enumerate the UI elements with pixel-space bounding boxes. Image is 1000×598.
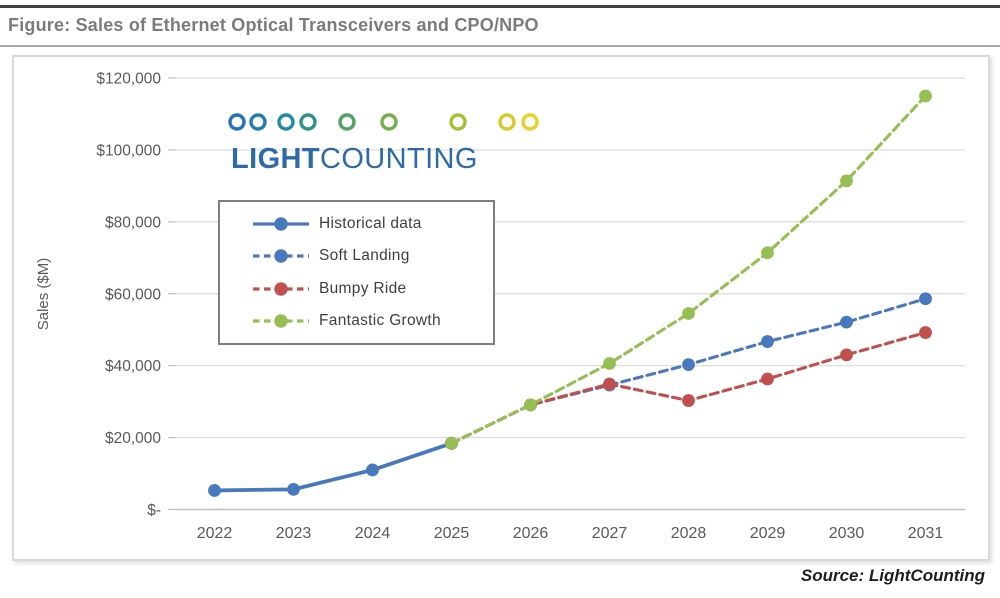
x-tick-label: 2024 — [355, 525, 391, 542]
figure-title-bar: Figure: Sales of Ethernet Optical Transc… — [0, 5, 1000, 47]
x-tick-label: 2023 — [276, 525, 312, 542]
data-point-fantastic-growth — [761, 246, 774, 260]
figure-title: Figure: Sales of Ethernet Optical Transc… — [8, 15, 539, 35]
y-tick-label: $- — [147, 502, 161, 519]
data-point-fantastic-growth — [682, 307, 695, 320]
legend-label: Historical data — [319, 215, 422, 233]
lightcounting-wordmark: LIGHTCOUNTING — [218, 143, 558, 176]
y-tick-label: $60,000 — [105, 286, 161, 303]
data-point-bumpy-ride — [761, 372, 774, 386]
legend-label: Soft Landing — [319, 247, 410, 265]
data-point-bumpy-ride — [603, 377, 616, 391]
data-point-fantastic-growth — [603, 357, 616, 370]
series-line-bumpy-ride — [449, 331, 928, 445]
x-tick-label: 2027 — [592, 525, 628, 542]
x-tick-label: 2030 — [829, 525, 865, 542]
chart-legend: Historical data Soft Landing Bumpy Ride … — [218, 200, 495, 345]
logo-ring-icon — [249, 113, 267, 131]
data-point-fantastic-growth — [524, 398, 537, 412]
data-point-bumpy-ride — [919, 326, 932, 339]
logo-ring-icon — [277, 113, 295, 131]
y-tick-label: $80,000 — [105, 214, 161, 231]
legend-item-fantastic-growth: Fantastic Growth — [252, 312, 493, 330]
lightcounting-logo: LIGHTCOUNTING — [218, 108, 558, 175]
y-axis-title: Sales ($M) — [35, 258, 52, 331]
logo-word-counting: COUNTING — [320, 143, 478, 175]
y-tick-label: $40,000 — [105, 358, 161, 375]
series-line-soft-landing — [449, 297, 928, 445]
data-point-historical-data — [208, 484, 221, 497]
legend-swatch-icon — [253, 281, 309, 296]
data-point-soft-landing — [840, 315, 853, 329]
data-point-soft-landing — [919, 292, 932, 306]
data-point-soft-landing — [682, 358, 695, 371]
x-tick-label: 2031 — [908, 525, 944, 542]
legend-item-historical-data: Historical data — [252, 215, 493, 233]
x-tick-label: 2026 — [513, 525, 549, 542]
x-tick-label: 2025 — [434, 525, 470, 542]
data-point-fantastic-growth — [919, 89, 932, 103]
x-tick-label: 2028 — [671, 525, 707, 542]
legend-swatch-icon — [253, 217, 309, 231]
y-tick-label: $120,000 — [96, 71, 161, 88]
logo-ring-icon — [338, 113, 356, 131]
logo-ring-icon — [299, 113, 317, 131]
data-point-bumpy-ride — [840, 348, 853, 362]
logo-ring-icon — [498, 113, 516, 131]
lightcounting-logo-icon — [218, 113, 550, 131]
data-point-historical-data — [287, 482, 300, 496]
source-credit: Source: LightCounting — [800, 566, 985, 585]
data-point-bumpy-ride — [682, 394, 695, 407]
data-point-fantastic-growth — [840, 174, 853, 188]
legend-item-bumpy-ride: Bumpy Ride — [252, 280, 493, 298]
chart-container: $- $20,000 $40,000 $60,000 $80,000 $100,000 $1… — [12, 55, 990, 561]
y-tick-label: $20,000 — [105, 430, 161, 447]
x-tick-label: 2029 — [750, 525, 786, 542]
logo-ring-icon — [521, 113, 539, 131]
logo-ring-icon — [380, 113, 398, 131]
logo-ring-icon — [449, 113, 467, 131]
data-point-fantastic-growth — [445, 436, 458, 450]
logo-ring-icon — [228, 113, 246, 131]
legend-swatch-icon — [253, 249, 309, 264]
y-tick-label: $100,000 — [96, 142, 161, 159]
legend-item-soft-landing: Soft Landing — [252, 247, 493, 265]
legend-label: Fantastic Growth — [319, 311, 441, 329]
data-point-historical-data — [366, 463, 379, 477]
data-point-soft-landing — [761, 335, 774, 348]
legend-swatch-icon — [253, 314, 309, 328]
logo-word-light: LIGHT — [231, 143, 320, 175]
series-line-historical-data — [212, 441, 454, 493]
legend-label: Bumpy Ride — [319, 279, 407, 297]
x-tick-label: 2022 — [197, 525, 233, 542]
